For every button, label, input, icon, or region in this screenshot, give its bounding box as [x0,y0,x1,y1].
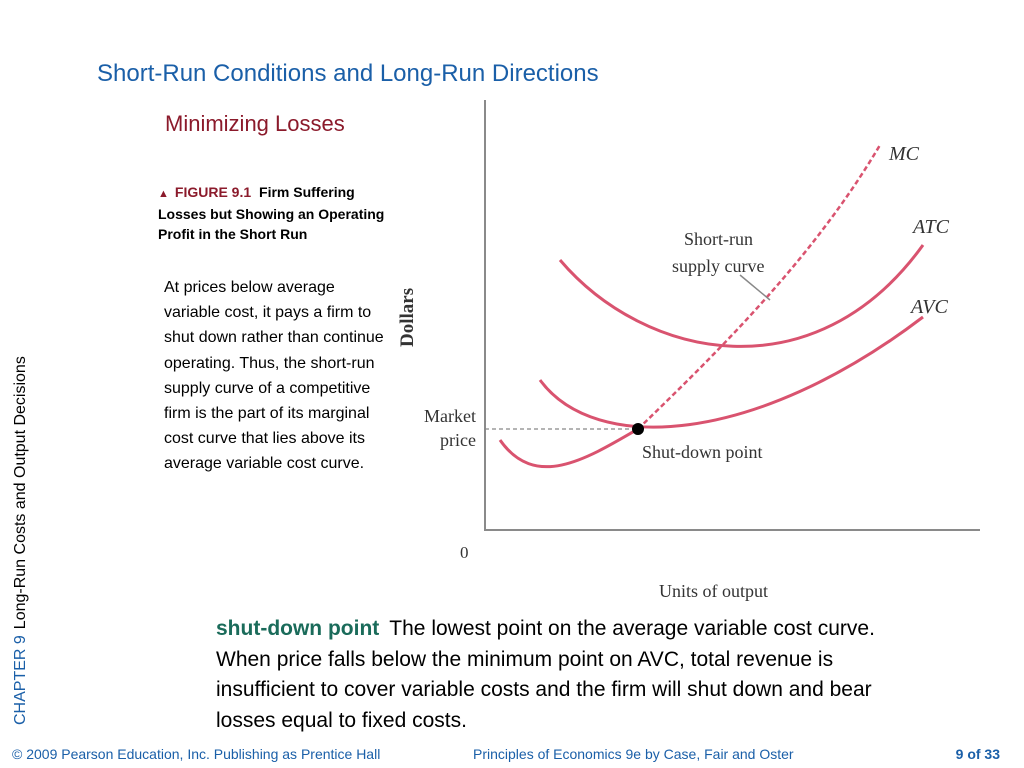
chapter-title: Long-Run Costs and Output Decisions [12,356,29,630]
figure-description: At prices below average variable cost, i… [164,279,384,473]
mc-curve-lower [498,427,639,469]
page-total: 33 [984,746,1000,762]
figure-caption: ▲ FIGURE 9.1 Firm Suffering Losses but Sh… [158,182,393,244]
page-indicator: 9 of 33 [956,746,1000,762]
book-title: Principles of Economics 9e by Case, Fair… [473,746,794,762]
supply-label-line1: Short-run [684,229,753,249]
figure-caption-text: Firm Suffering Losses but Showing an Ope… [158,184,385,242]
atc-label: ATC [911,216,950,238]
chapter-number: CHAPTER 9 [12,635,29,725]
x-axis-label: Units of output [659,581,768,601]
definition-term: shut-down point [216,617,380,640]
avc-curve [538,315,924,429]
slide-subtitle: Minimizing Losses [165,111,345,136]
avc-label: AVC [909,296,948,318]
y-axis-label: Dollars [397,288,418,347]
atc-curve [558,244,925,348]
supply-label-line2: supply curve [672,256,764,276]
definition-box: shut-down point The lowest point on the a… [216,614,906,736]
supply-label-pointer [739,274,771,301]
shutdown-point-marker [632,423,644,435]
origin-label: 0 [460,543,469,562]
cost-curves-diagram: MC ATC AVC Short-run supply curve Shut-d… [397,100,980,601]
mc-label: MC [888,143,920,165]
short-run-supply-curve [637,144,882,430]
figure-number: FIGURE 9.1 [174,184,252,200]
page-current: 9 [955,746,964,762]
footer: © 2009 Pearson Education, Inc. Publishin… [0,744,1024,768]
market-price-label-line2: price [440,430,476,450]
market-price-label-line1: Market [424,406,476,426]
chapter-side-label: CHAPTER 9 Long-Run Costs and Output Decis… [8,255,34,725]
copyright-text: © 2009 Pearson Education, Inc. Publishin… [12,746,381,762]
page-of: of [967,746,981,762]
shutdown-label: Shut-down point [642,442,763,462]
definition-text: The lowest point on the average variable… [216,617,875,732]
triangle-icon: ▲ [158,188,169,200]
slide-title: Short-Run Conditions and Long-Run Direct… [97,60,599,87]
